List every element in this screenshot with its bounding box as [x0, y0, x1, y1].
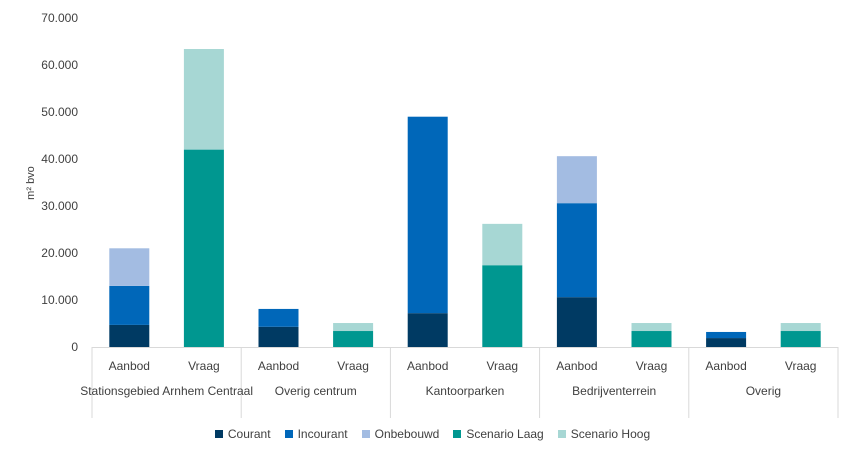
- bar-segment-onbebouwd: [556, 156, 597, 204]
- x-bar-label: Vraag: [337, 359, 369, 373]
- chart-plot: 0 10.000 20.000 30.000 40.000 50.000 60.000 70.…: [25, 11, 839, 418]
- bar-segment-courant: [258, 326, 299, 347]
- y-tick-label: 10.000: [41, 293, 78, 307]
- bar-segment-incourant: [556, 203, 597, 298]
- bar-segment-scenario-hoog: [631, 323, 672, 332]
- bar-segment-scenario-hoog: [183, 49, 224, 150]
- y-tick-label: 50.000: [41, 105, 78, 119]
- bar-segment-incourant: [407, 116, 448, 314]
- y-tick-label: 60.000: [41, 58, 78, 72]
- bar-segment-courant: [706, 338, 747, 347]
- legend: Courant Incourant Onbebouwd Scenario Laag Sc…: [0, 427, 865, 441]
- bar-segment-incourant: [706, 331, 747, 339]
- legend-label: Onbebouwd: [374, 427, 440, 441]
- legend-item: Courant: [214, 427, 271, 441]
- x-bar-label: Aanbod: [109, 359, 150, 373]
- bar-segment-courant: [407, 313, 448, 347]
- y-axis-label: m² bvo: [25, 166, 37, 200]
- legend-item: Scenario Laag: [453, 427, 544, 441]
- x-bar-label: Aanbod: [705, 359, 746, 373]
- bar-segment-scenario-laag: [780, 331, 821, 347]
- legend-item: Scenario Hoog: [557, 427, 651, 441]
- x-group-label: Kantoorparken: [426, 384, 505, 398]
- legend-swatch: [284, 430, 293, 438]
- x-bar-label: Vraag: [785, 359, 817, 373]
- y-tick-label: 20.000: [41, 246, 78, 260]
- legend-item: Incourant: [284, 427, 348, 441]
- bar-segment-courant: [556, 297, 597, 347]
- x-bar-label: Aanbod: [407, 359, 448, 373]
- bar-segment-scenario-laag: [631, 331, 672, 347]
- y-tick-label: 70.000: [41, 11, 78, 25]
- legend-swatch: [214, 430, 223, 438]
- x-group-label: Bedrijventerrein: [572, 384, 656, 398]
- x-group-label: Overig: [746, 384, 781, 398]
- x-group-label: Stationsgebied Arnhem Centraal: [80, 384, 253, 398]
- legend-label: Scenario Laag: [466, 427, 544, 441]
- bar-segment-incourant: [258, 308, 299, 327]
- bar-segment-scenario-laag: [333, 331, 374, 347]
- bar-segment-scenario-hoog: [333, 323, 374, 332]
- legend-swatch: [453, 430, 462, 438]
- x-bar-label: Vraag: [636, 359, 668, 373]
- x-bar-label: Aanbod: [556, 359, 597, 373]
- legend-swatch: [557, 430, 566, 438]
- x-bar-label: Vraag: [487, 359, 519, 373]
- legend-label: Courant: [227, 427, 271, 441]
- bar-segment-onbebouwd: [109, 248, 150, 286]
- x-bar-label: Aanbod: [258, 359, 299, 373]
- x-group-label: Overig centrum: [275, 384, 357, 398]
- bar-segment-scenario-hoog: [482, 223, 523, 266]
- bar-segment-incourant: [109, 285, 150, 325]
- bar-segment-scenario-laag: [482, 265, 523, 347]
- legend-swatch: [361, 430, 370, 438]
- legend-label: Incourant: [297, 427, 348, 441]
- y-tick-label: 40.000: [41, 152, 78, 166]
- bar-segment-scenario-hoog: [780, 323, 821, 332]
- x-bar-label: Vraag: [188, 359, 220, 373]
- legend-label: Scenario Hoog: [570, 427, 651, 441]
- bar-segment-scenario-laag: [183, 149, 224, 347]
- bar-segment-courant: [109, 324, 150, 347]
- legend-item: Onbebouwd: [361, 427, 440, 441]
- y-tick-label: 30.000: [41, 199, 78, 213]
- y-tick-label: 0: [71, 340, 78, 354]
